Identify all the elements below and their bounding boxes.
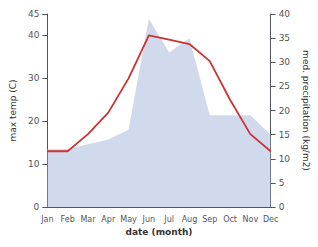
svg-text:Oct: Oct <box>223 215 237 224</box>
svg-text:Mar: Mar <box>80 215 96 224</box>
svg-text:15: 15 <box>279 130 290 140</box>
svg-text:Jul: Jul <box>163 215 174 224</box>
svg-text:30: 30 <box>28 73 40 83</box>
svg-text:0: 0 <box>34 202 40 212</box>
svg-text:20: 20 <box>279 106 291 116</box>
svg-text:Jun: Jun <box>142 215 156 224</box>
svg-text:May: May <box>120 215 137 224</box>
svg-text:10: 10 <box>279 154 291 164</box>
svg-text:Feb: Feb <box>61 215 75 224</box>
svg-text:Apr: Apr <box>101 215 116 224</box>
svg-text:40: 40 <box>28 30 40 40</box>
svg-text:0: 0 <box>279 202 285 212</box>
svg-text:Jan: Jan <box>40 215 53 224</box>
svg-text:45: 45 <box>28 9 39 19</box>
svg-text:35: 35 <box>279 33 290 43</box>
svg-text:Aug: Aug <box>182 215 198 224</box>
svg-text:Dec: Dec <box>263 215 278 224</box>
svg-text:5: 5 <box>279 178 285 188</box>
svg-text:40: 40 <box>279 9 291 19</box>
svg-text:20: 20 <box>28 116 40 126</box>
svg-text:Sep: Sep <box>202 215 217 224</box>
svg-text:30: 30 <box>279 57 291 67</box>
svg-text:Nov: Nov <box>243 215 259 224</box>
svg-text:10: 10 <box>28 159 40 169</box>
svg-text:date (month): date (month) <box>126 227 193 237</box>
svg-text:25: 25 <box>279 81 290 91</box>
svg-text:max temp (C): max temp (C) <box>8 79 18 141</box>
svg-text:med. precipitation (kg/m2): med. precipitation (kg/m2) <box>301 50 311 171</box>
